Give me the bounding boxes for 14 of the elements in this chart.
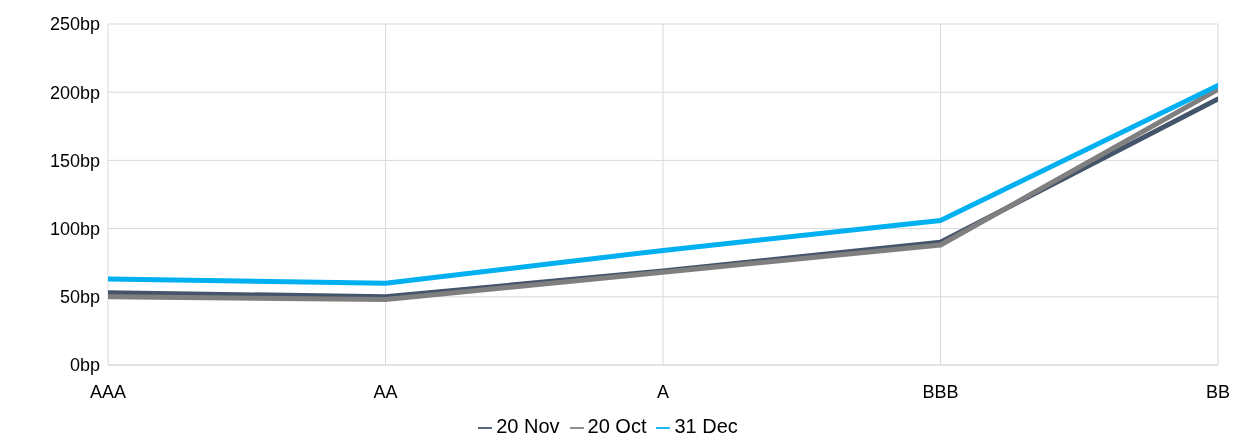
legend-label: 20 Oct xyxy=(587,415,647,437)
y-tick-label: 200bp xyxy=(49,82,100,103)
x-tick-label: AAA xyxy=(89,381,127,402)
y-tick-label: 0bp xyxy=(69,355,100,376)
legend-label: 31 Dec xyxy=(674,415,738,437)
x-tick-label: BBB xyxy=(922,381,959,402)
y-tick-label: 50bp xyxy=(59,287,100,308)
legend-label: 20 Nov xyxy=(496,415,560,437)
x-tick-label: A xyxy=(656,381,670,402)
x-tick-label: BB xyxy=(1205,381,1231,402)
x-tick-label: AA xyxy=(373,381,398,402)
y-tick-label: 100bp xyxy=(49,218,100,239)
y-tick-label: 150bp xyxy=(49,150,100,171)
y-tick-label: 250bp xyxy=(49,14,100,35)
